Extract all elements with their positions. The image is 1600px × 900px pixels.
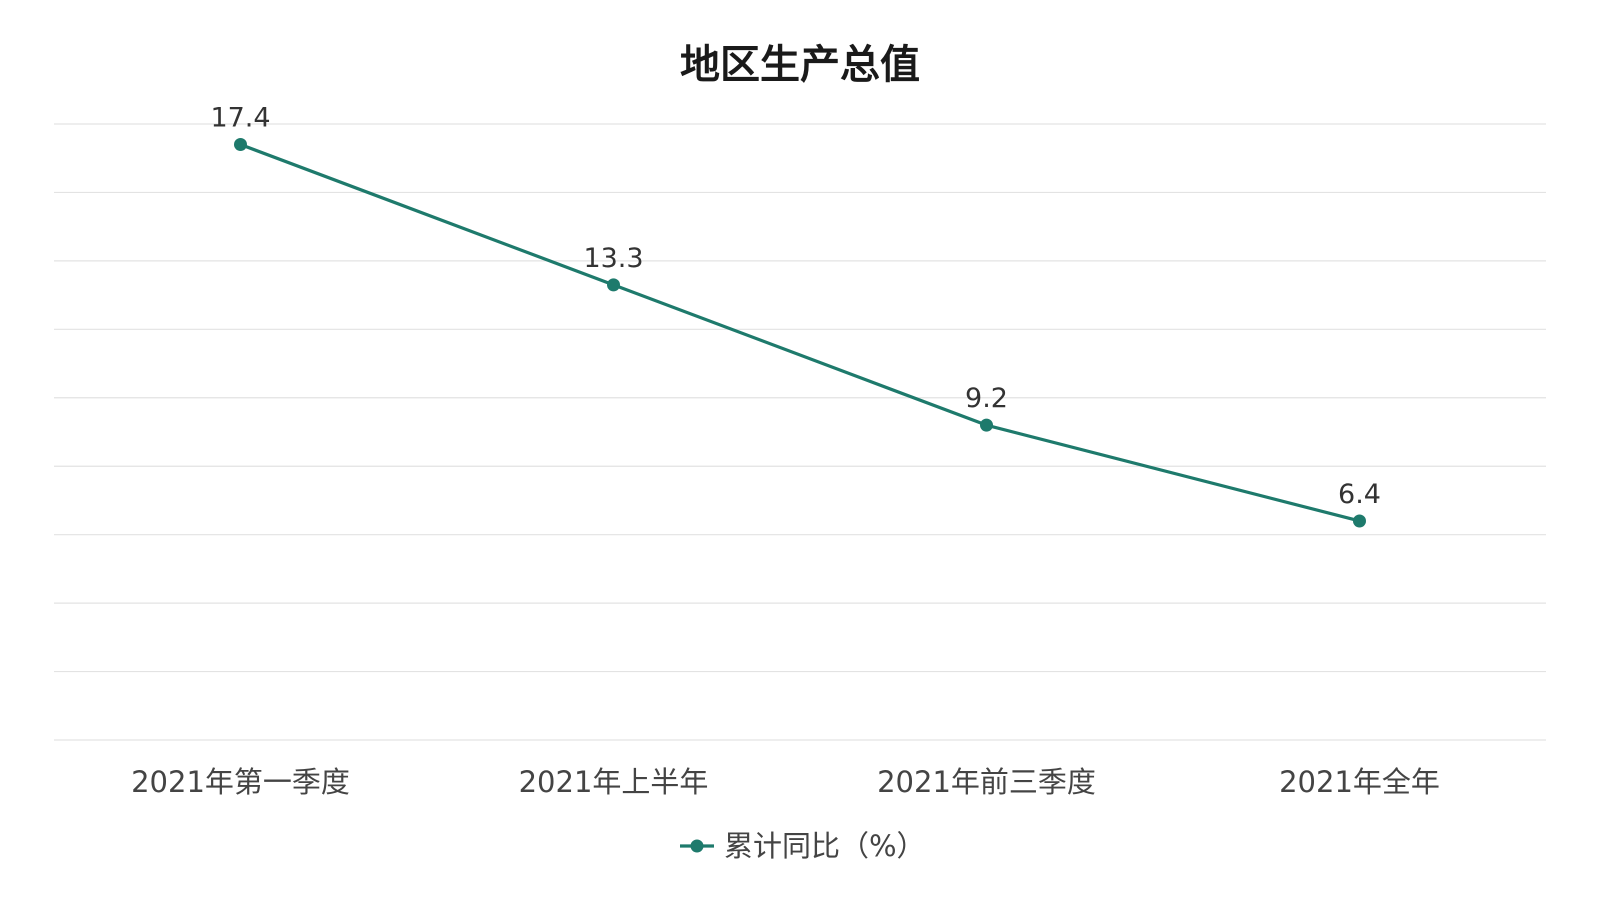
data-point[interactable] <box>1353 514 1366 528</box>
x-tick-label: 2021年前三季度 <box>877 765 1096 799</box>
legend-marker-icon <box>690 839 704 853</box>
data-label: 17.4 <box>210 103 270 134</box>
data-point[interactable] <box>607 278 620 292</box>
data-point[interactable] <box>980 418 993 432</box>
chart-title: 地区生产总值 <box>680 42 920 88</box>
grid-lines <box>54 123 1546 741</box>
data-label: 6.4 <box>1338 479 1381 510</box>
x-tick-label: 2021年全年 <box>1279 765 1440 799</box>
legend-label[interactable]: 累计同比（%） <box>724 829 926 863</box>
data-label: 13.3 <box>583 243 643 274</box>
data-label: 9.2 <box>965 383 1008 414</box>
x-axis-ticks: 2021年第一季度 2021年上半年 2021年前三季度 2021年全年 <box>131 765 1440 799</box>
series-layer: 17.4 13.3 9.2 6.4 <box>210 103 1381 528</box>
legend[interactable]: 累计同比（%） <box>680 829 926 863</box>
data-point[interactable] <box>234 138 247 152</box>
x-tick-label: 2021年第一季度 <box>131 765 350 799</box>
x-tick-label: 2021年上半年 <box>519 765 709 799</box>
series-line <box>238 142 1362 523</box>
